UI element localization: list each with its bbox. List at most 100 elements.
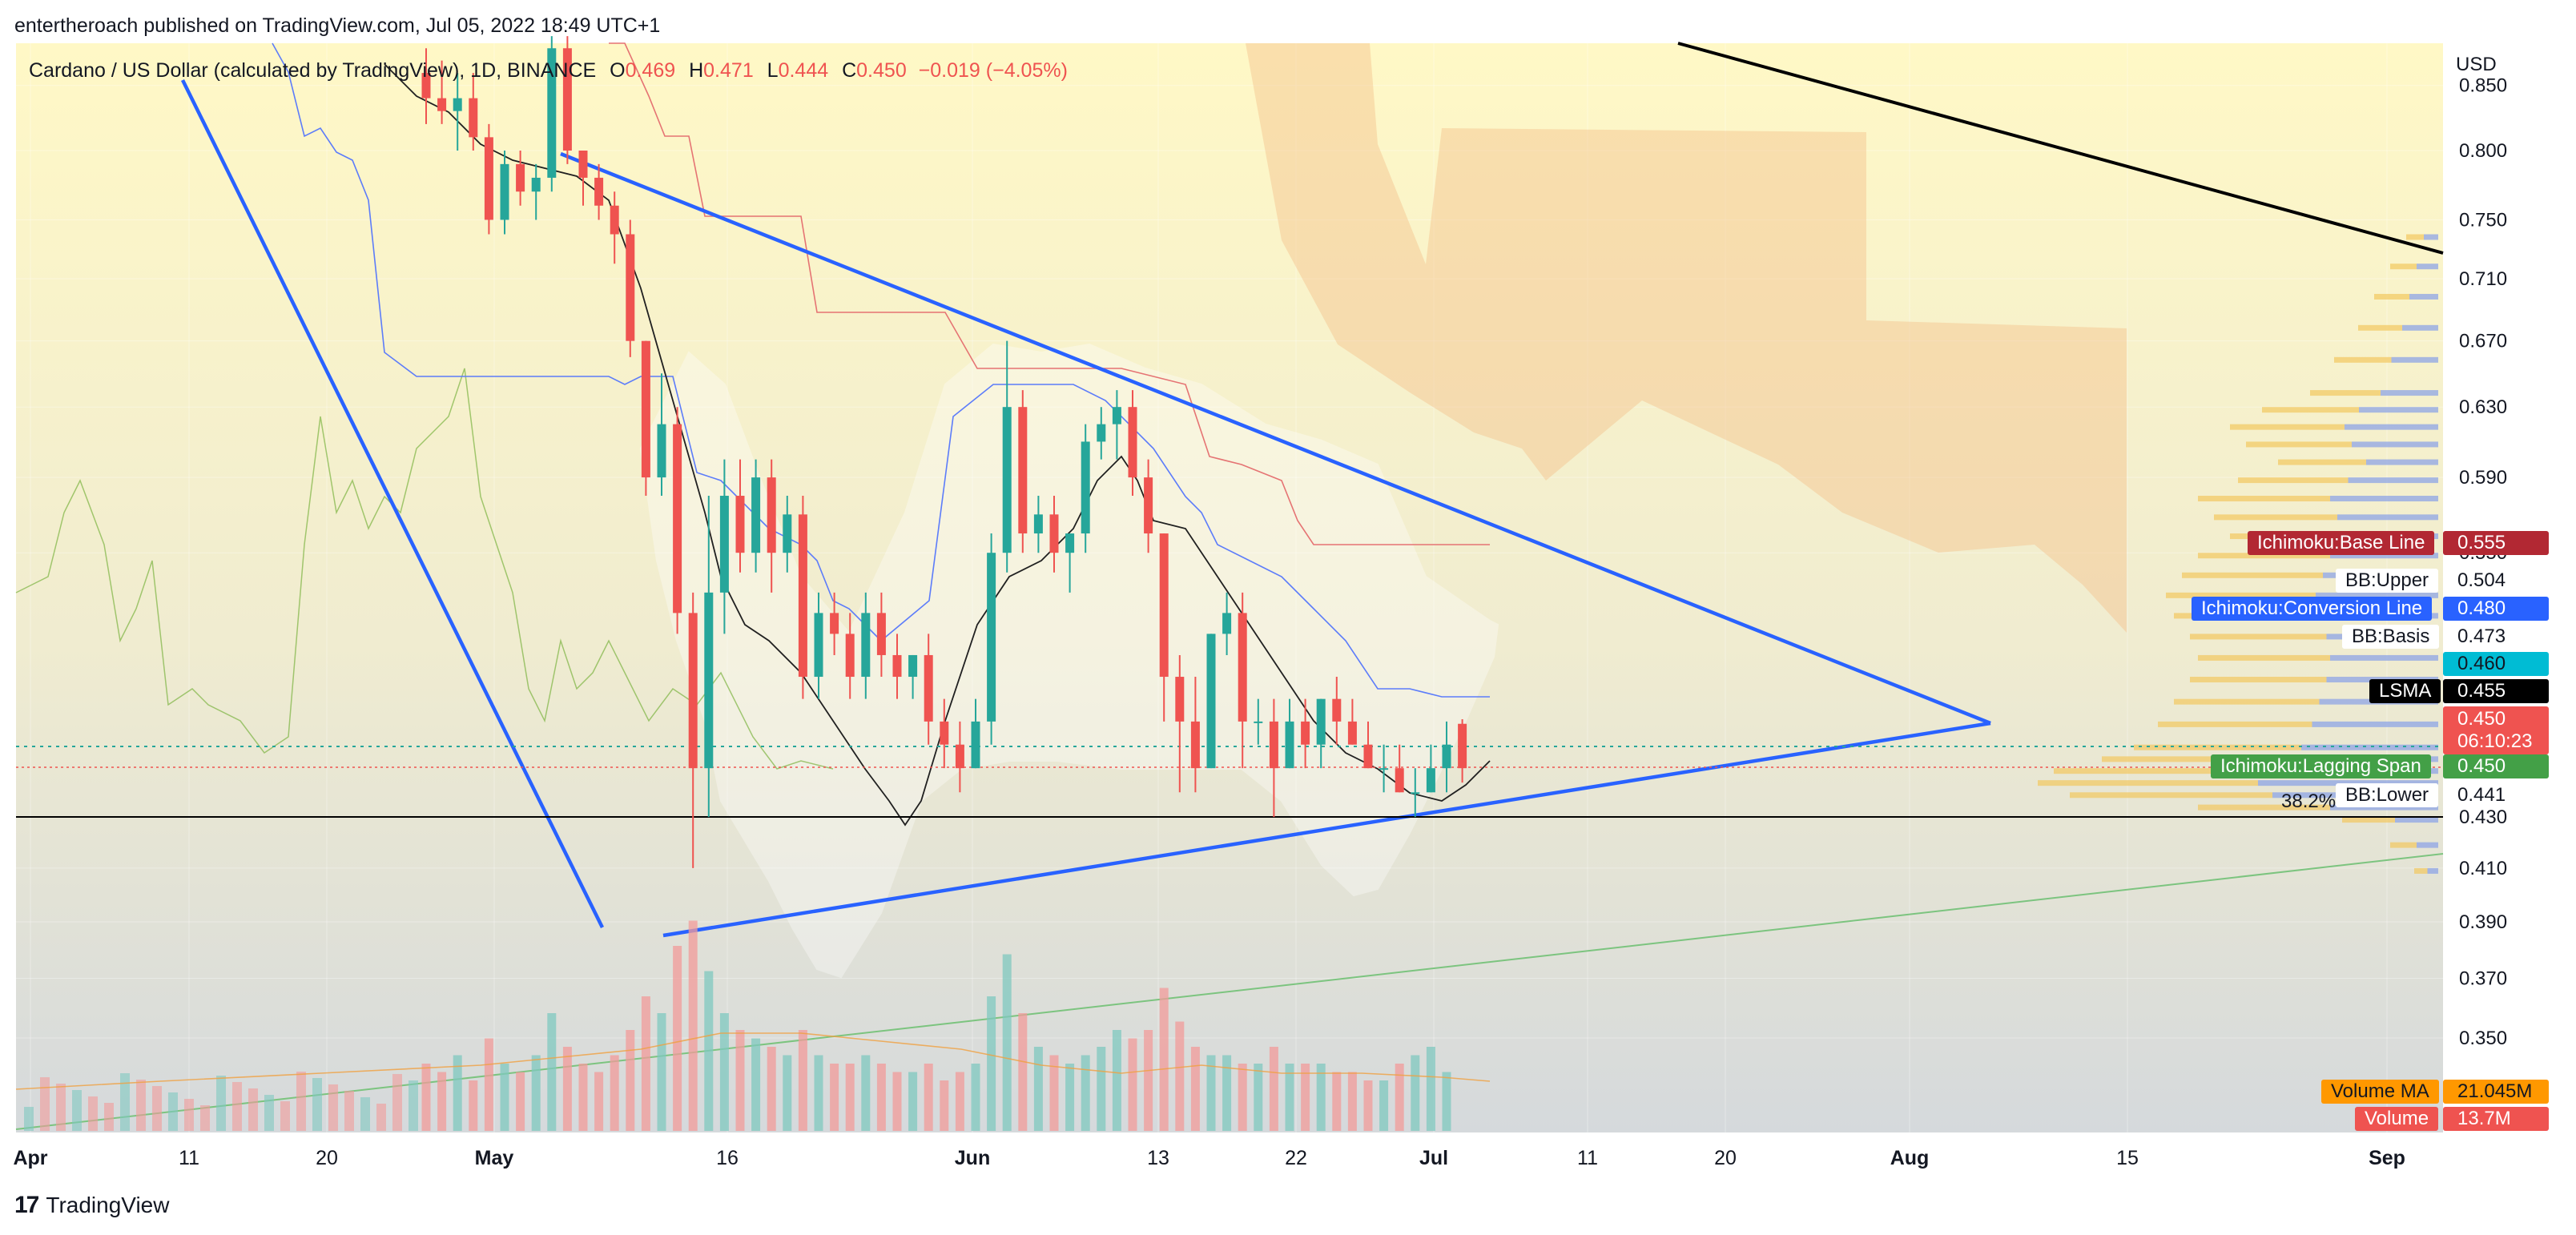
brand-name[interactable]: TradingView bbox=[46, 1193, 170, 1217]
bb-lower-tag: BB:Lower bbox=[2336, 783, 2439, 807]
candle-body bbox=[594, 177, 604, 206]
volume-bar bbox=[516, 1072, 525, 1131]
volume-profile-bar bbox=[2301, 744, 2438, 750]
candle-body bbox=[971, 721, 980, 769]
candle-body bbox=[437, 98, 447, 111]
volume-ma-line bbox=[15, 1032, 1491, 1090]
volume-bar bbox=[971, 1064, 980, 1131]
volume-bar bbox=[1254, 1064, 1263, 1131]
change-value: −0.019 (−4.05%) bbox=[918, 59, 1068, 82]
volume-profile-bar bbox=[2358, 324, 2402, 331]
time-tick-label: Aug bbox=[1890, 1147, 1930, 1169]
plot-background bbox=[16, 43, 2443, 1132]
volume-profile-bar bbox=[2038, 780, 2258, 786]
volume-bar bbox=[1175, 1021, 1185, 1131]
price-tick-label: 0.410 bbox=[2459, 858, 2507, 879]
price-tick-label: 0.750 bbox=[2459, 210, 2507, 231]
candle-body bbox=[1269, 721, 1278, 769]
volume-bar bbox=[392, 1074, 402, 1131]
candle-body bbox=[1049, 514, 1059, 553]
volume-bar bbox=[704, 971, 714, 1131]
candle-body bbox=[688, 613, 698, 769]
time-tick-label: Jun bbox=[955, 1147, 990, 1169]
volume-profile-bar bbox=[2342, 817, 2395, 823]
volume-profile-bar bbox=[2395, 817, 2438, 823]
volume-bar bbox=[987, 996, 996, 1131]
volume-bar bbox=[1395, 1064, 1404, 1131]
volume-bar bbox=[1018, 1013, 1028, 1131]
candle-body bbox=[657, 424, 666, 478]
volume-profile-bar bbox=[2427, 867, 2438, 874]
time-tick-label: 20 bbox=[1714, 1147, 1737, 1169]
tradingview-logo-icon[interactable]: 17 bbox=[14, 1192, 39, 1218]
candle-body bbox=[1426, 768, 1435, 793]
volume-bar bbox=[783, 1055, 792, 1131]
symbol-name: Cardano / US Dollar (calculated by Tradi… bbox=[29, 59, 597, 82]
volume-profile-bar bbox=[2198, 654, 2330, 661]
volume-bar bbox=[1238, 1064, 1247, 1131]
volume-profile-bar bbox=[2230, 424, 2345, 430]
volume-ma-tag: Volume MA bbox=[2321, 1080, 2439, 1104]
symbol-legend: Cardano / US Dollar (calculated by Tradi… bbox=[29, 59, 1068, 82]
volume-profile-bar bbox=[2337, 514, 2438, 521]
lsma-value: 0.455 bbox=[2443, 679, 2549, 703]
volume-bar bbox=[578, 1064, 588, 1131]
candle-body bbox=[1175, 677, 1185, 722]
time-tick-label: 22 bbox=[1285, 1147, 1307, 1169]
candle-body bbox=[955, 744, 964, 769]
candle-body bbox=[500, 163, 509, 220]
candle-body bbox=[1002, 407, 1012, 553]
candle-body bbox=[1442, 744, 1451, 769]
last-price-value: 0.450 06:10:23 bbox=[2443, 706, 2549, 754]
time-tick-label: 16 bbox=[716, 1147, 739, 1169]
volume-profile-bar bbox=[2214, 514, 2337, 521]
time-tick-label: 11 bbox=[1577, 1147, 1598, 1169]
volume-bar bbox=[1285, 1064, 1294, 1131]
triangle-upper-line bbox=[560, 151, 1991, 726]
volume-bar bbox=[876, 1064, 886, 1131]
time-tick-label: 13 bbox=[1147, 1147, 1169, 1169]
volume-bar bbox=[328, 1084, 338, 1131]
high-value: 0.471 bbox=[703, 59, 754, 82]
candle-body bbox=[1254, 721, 1263, 723]
volume-bar bbox=[88, 1096, 98, 1131]
close-value: 0.450 bbox=[856, 59, 907, 82]
high-label: H bbox=[689, 59, 704, 82]
volume-profile-bar bbox=[2330, 496, 2438, 502]
volume-profile-bar bbox=[2424, 234, 2438, 240]
volume-profile-bar bbox=[2310, 390, 2381, 396]
candle-body bbox=[469, 98, 478, 138]
candle-body bbox=[845, 634, 855, 678]
volume-value: 13.7M bbox=[2443, 1107, 2549, 1131]
volume-profile-bar bbox=[2381, 390, 2438, 396]
volume-bar bbox=[264, 1095, 274, 1131]
candle-body bbox=[1144, 477, 1153, 534]
conversion-line-value: 0.480 bbox=[2443, 597, 2549, 621]
volume-profile-bar bbox=[2348, 477, 2438, 484]
volume-bar bbox=[830, 1064, 839, 1131]
volume-bar bbox=[248, 1088, 258, 1131]
volume-bar bbox=[641, 996, 650, 1131]
volume-bar bbox=[56, 1084, 66, 1131]
volume-bar bbox=[1002, 954, 1012, 1131]
volume-bar bbox=[280, 1101, 290, 1131]
volume-profile-bar bbox=[2409, 293, 2438, 300]
volume-bar bbox=[216, 1076, 226, 1131]
volume-profile-bar bbox=[2246, 441, 2352, 448]
candle-body bbox=[484, 137, 493, 220]
low-value: 0.444 bbox=[778, 59, 829, 82]
volume-profile-bar bbox=[2198, 804, 2330, 811]
conversion-line-ichimoku bbox=[272, 42, 1490, 698]
low-label: L bbox=[767, 59, 779, 82]
volume-bar bbox=[1379, 1080, 1389, 1131]
volume-bar bbox=[136, 1080, 146, 1131]
volume-bar bbox=[908, 1072, 918, 1131]
candle-body bbox=[1222, 613, 1232, 634]
lagging-span-tag: Ichimoku:Lagging Span bbox=[2211, 754, 2431, 778]
candle-body bbox=[547, 48, 557, 178]
volume-bar bbox=[72, 1090, 82, 1131]
volume-profile-bar bbox=[2330, 654, 2438, 661]
volume-bar bbox=[1411, 1055, 1420, 1131]
candle-body bbox=[1458, 723, 1467, 769]
